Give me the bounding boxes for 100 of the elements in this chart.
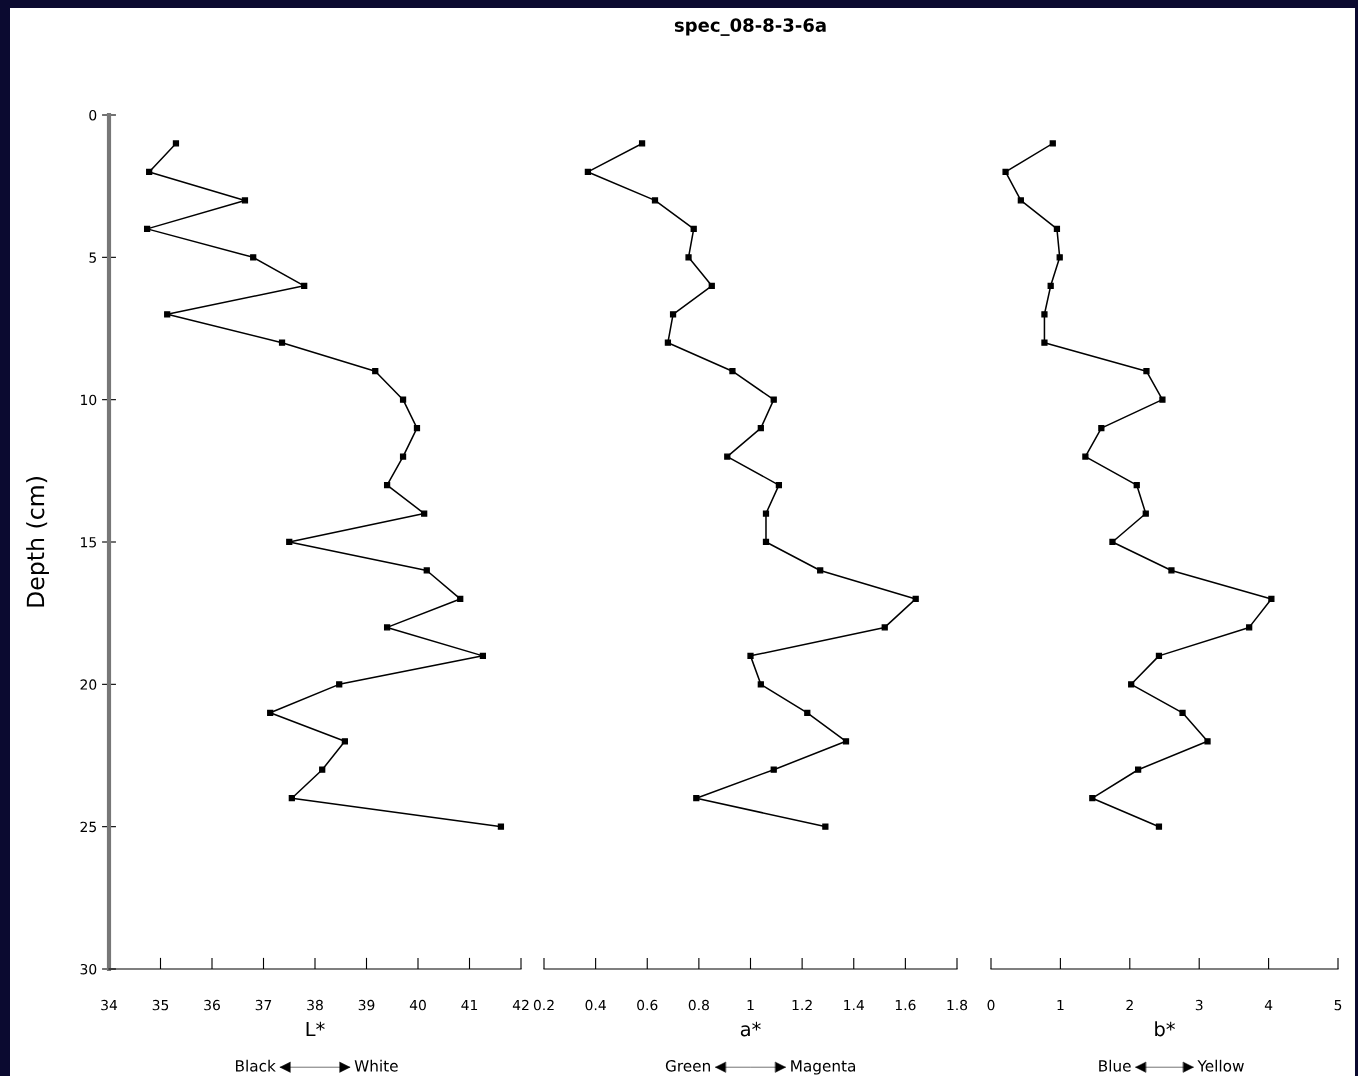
text: White xyxy=(354,1059,398,1072)
point xyxy=(1082,453,1089,460)
point xyxy=(164,311,171,318)
point xyxy=(146,168,153,176)
point xyxy=(638,140,646,147)
x-tick-label: 0.4 xyxy=(585,999,606,1011)
point xyxy=(1155,652,1163,659)
point xyxy=(341,738,348,745)
x-tick-label: 39 xyxy=(358,999,375,1011)
point xyxy=(724,453,731,460)
point xyxy=(1143,368,1150,375)
y-tick-label: 15 xyxy=(81,537,96,548)
point xyxy=(770,766,777,773)
point xyxy=(1056,254,1063,261)
point xyxy=(1133,481,1140,489)
x-tick-label: 1.8 xyxy=(947,999,968,1011)
point xyxy=(421,510,428,517)
point xyxy=(143,225,151,232)
point xyxy=(399,396,407,403)
text: Black xyxy=(236,1059,276,1072)
point xyxy=(1246,624,1253,631)
point xyxy=(685,254,692,261)
point xyxy=(336,681,343,688)
point xyxy=(286,538,293,546)
point xyxy=(1017,197,1024,204)
point xyxy=(1109,538,1116,546)
y-tick-label: 25 xyxy=(80,821,96,833)
point xyxy=(383,624,391,631)
x-tick-label: 3 xyxy=(1195,999,1203,1011)
y-axis-title: Depth (cm) xyxy=(26,477,49,607)
x-tick-label: 1 xyxy=(1057,999,1064,1011)
x-axis-title: a* xyxy=(740,1021,761,1037)
point xyxy=(288,795,295,802)
point xyxy=(267,709,274,716)
x-tick-label: 1 xyxy=(747,999,754,1011)
point xyxy=(1047,282,1054,289)
point xyxy=(729,368,736,375)
point xyxy=(1179,709,1186,716)
x-tick-label: 0.8 xyxy=(688,999,709,1011)
x-tick-label: 41 xyxy=(461,999,478,1011)
point xyxy=(1168,567,1175,574)
point xyxy=(770,396,777,403)
point xyxy=(1041,311,1048,318)
point xyxy=(912,595,919,603)
point xyxy=(250,254,257,261)
x-axis-title: b* xyxy=(1155,1021,1175,1037)
point xyxy=(399,453,407,460)
point xyxy=(804,709,811,716)
point xyxy=(842,738,850,745)
x-tick-label: 37 xyxy=(255,999,272,1011)
x-axis-title: L* xyxy=(306,1021,325,1037)
point xyxy=(1155,823,1163,830)
point xyxy=(690,225,697,232)
point xyxy=(775,481,783,489)
y-tick-label: 10 xyxy=(81,394,97,406)
point xyxy=(817,567,824,574)
point xyxy=(747,652,754,659)
point xyxy=(1002,168,1009,176)
point xyxy=(757,681,764,688)
point xyxy=(822,823,829,830)
point xyxy=(1268,595,1275,603)
point xyxy=(757,425,764,432)
text: Green xyxy=(665,1060,710,1072)
y-tick-label: 5 xyxy=(89,252,96,263)
point xyxy=(479,652,487,659)
x-tick-label: 36 xyxy=(204,999,220,1011)
x-tick-label: 35 xyxy=(152,999,169,1011)
point xyxy=(413,425,421,432)
point xyxy=(241,197,249,204)
y-tick-label: 30 xyxy=(80,963,97,975)
point xyxy=(881,624,888,631)
point xyxy=(172,140,180,147)
point xyxy=(301,282,308,289)
x-tick-label: 40 xyxy=(409,999,426,1011)
point xyxy=(497,823,505,830)
text: Blue xyxy=(1099,1059,1131,1072)
point xyxy=(383,481,391,489)
x-tick-label: 2 xyxy=(1126,999,1133,1011)
point xyxy=(762,538,770,546)
point xyxy=(1098,425,1105,432)
point xyxy=(372,368,379,375)
x-tick-label: 1.4 xyxy=(844,999,865,1011)
y-tick-label: 20 xyxy=(80,679,97,690)
point xyxy=(651,197,659,204)
point xyxy=(1135,766,1142,773)
point xyxy=(1053,225,1061,232)
point xyxy=(423,567,430,574)
x-tick-label: 0 xyxy=(987,999,995,1011)
point xyxy=(1041,339,1048,346)
point xyxy=(278,339,286,346)
text: Yellow xyxy=(1197,1059,1244,1072)
point xyxy=(1142,510,1149,517)
chart-title: spec_08-8-3-6a xyxy=(674,18,826,36)
point xyxy=(693,795,700,802)
point xyxy=(1128,681,1135,688)
x-tick-label: 4 xyxy=(1264,999,1273,1011)
x-tick-label: 0.2 xyxy=(533,999,554,1011)
point xyxy=(584,168,592,176)
point xyxy=(762,510,770,517)
point xyxy=(669,311,677,318)
